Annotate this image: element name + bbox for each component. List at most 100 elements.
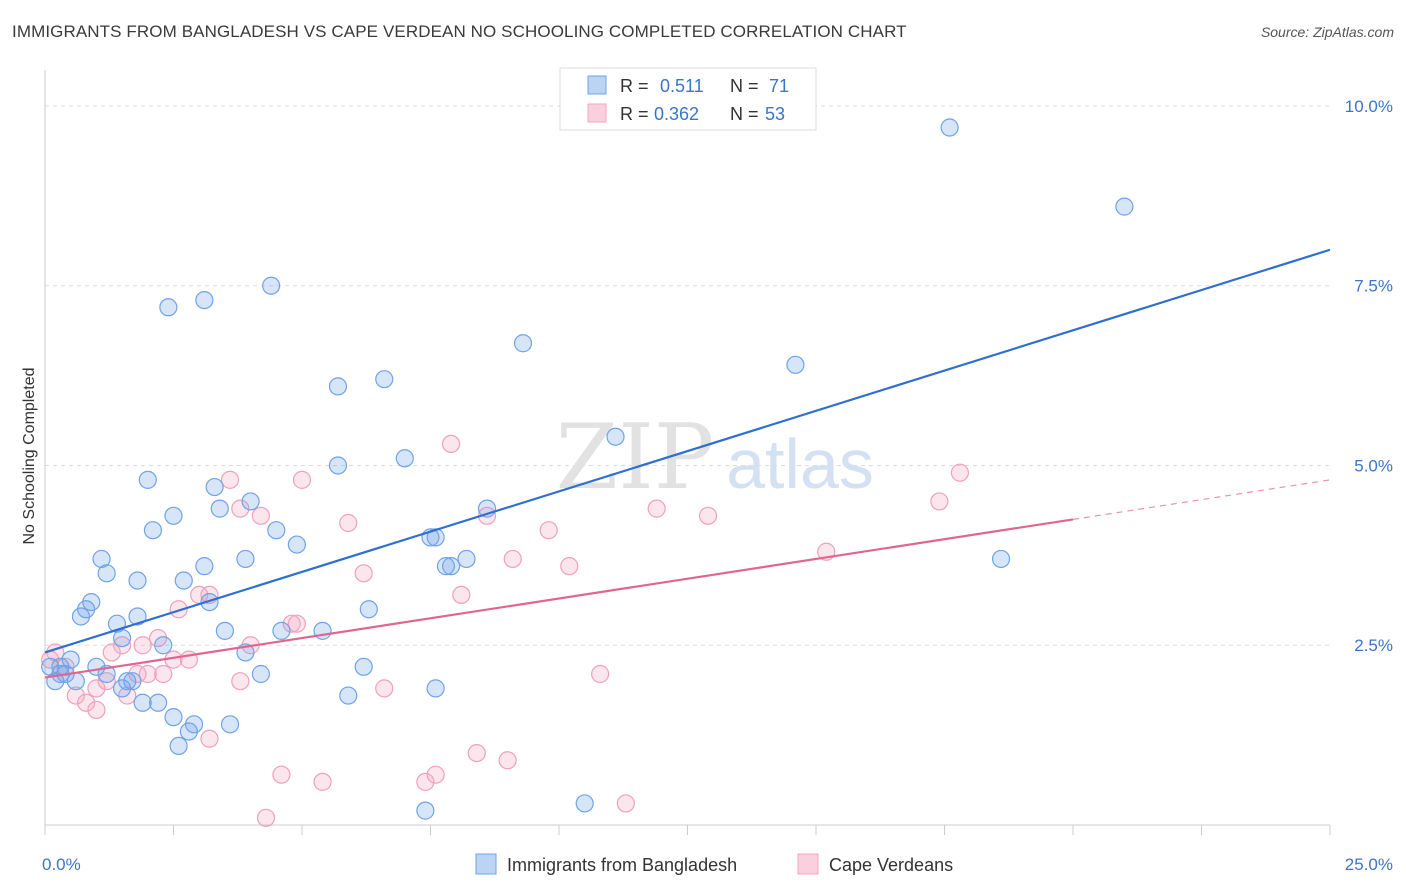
point-cape-verdean-46 xyxy=(647,499,666,518)
point-cape-verdean-42 xyxy=(539,521,558,540)
point-cape-verdean-41 xyxy=(503,549,522,569)
point-bangladesh-32 xyxy=(195,290,214,310)
point-cape-verdean-5 xyxy=(87,700,106,720)
legend-n-label-2: N = xyxy=(730,104,759,124)
legend-r-value-1: 0.511 xyxy=(660,76,704,96)
watermark-atlas: atlas xyxy=(726,425,874,503)
point-bangladesh-65 xyxy=(606,427,625,446)
watermark-zip: ZIP xyxy=(556,405,715,510)
point-bangladesh-8 xyxy=(82,592,101,612)
point-bangladesh-10 xyxy=(92,549,111,569)
point-bangladesh-20 xyxy=(133,693,152,712)
series-legend-swatch-pink xyxy=(797,853,819,875)
series-immigrants-from-bangladesh xyxy=(41,118,1134,820)
point-bangladesh-26 xyxy=(164,708,183,727)
point-bangladesh-60 xyxy=(441,557,461,576)
axes xyxy=(44,70,1331,835)
point-cape-verdean-22 xyxy=(231,672,250,691)
watermark: ZIP atlas xyxy=(556,405,874,510)
point-cape-verdean-30 xyxy=(313,772,332,791)
point-bangladesh-0 xyxy=(41,657,60,676)
point-bangladesh-17 xyxy=(123,672,142,691)
point-cape-verdean-25 xyxy=(256,808,276,827)
point-cape-verdean-40 xyxy=(498,751,517,770)
point-cape-verdean-11 xyxy=(138,664,157,684)
point-bangladesh-21 xyxy=(138,470,157,489)
point-cape-verdean-13 xyxy=(154,664,173,684)
source-label: Source: ZipAtlas.com xyxy=(1260,24,1394,40)
point-bangladesh-22 xyxy=(143,521,163,540)
series-legend-label-blue: Immigrants from Bangladesh xyxy=(507,855,737,875)
point-bangladesh-44 xyxy=(267,521,286,540)
point-cape-verdean-10 xyxy=(133,636,152,655)
point-cape-verdean-50 xyxy=(950,463,970,482)
point-cape-verdean-34 xyxy=(416,772,435,791)
chart-title: IMMIGRANTS FROM BANGLADESH VS CAPE VERDE… xyxy=(12,22,907,41)
point-bangladesh-66 xyxy=(786,355,805,374)
point-bangladesh-23 xyxy=(148,693,168,712)
point-cape-verdean-35 xyxy=(426,765,445,784)
correlation-legend: R = 0.511 N = 71 R = 0.362 N = 53 xyxy=(559,67,817,131)
legend-r-label-2: R = xyxy=(620,104,649,124)
point-cape-verdean-15 xyxy=(169,600,188,619)
point-bangladesh-27 xyxy=(164,506,183,525)
point-bangladesh-63 xyxy=(513,334,533,353)
point-cape-verdean-33 xyxy=(375,679,394,698)
point-bangladesh-5 xyxy=(66,672,85,691)
legend-n-label-1: N = xyxy=(730,76,759,96)
point-cape-verdean-7 xyxy=(112,636,132,655)
point-cape-verdean-21 xyxy=(231,499,250,518)
point-bangladesh-54 xyxy=(395,449,414,468)
point-cape-verdean-27 xyxy=(282,614,301,633)
point-bangladesh-33 xyxy=(195,557,214,576)
point-bangladesh-31 xyxy=(184,715,204,734)
point-cape-verdean-52 xyxy=(97,672,116,691)
point-cape-verdean-32 xyxy=(354,564,373,583)
y-tick-label-1: 5.0% xyxy=(1354,456,1393,475)
y-tick-labels: 2.5% 5.0% 7.5% 10.0% xyxy=(1345,97,1393,655)
y-axis-label: No Schooling Completed xyxy=(21,368,38,545)
point-bangladesh-69 xyxy=(1115,197,1134,216)
point-cape-verdean-4 xyxy=(87,679,106,698)
point-bangladesh-64 xyxy=(575,794,594,813)
point-bangladesh-49 xyxy=(328,456,348,475)
point-bangladesh-35 xyxy=(205,477,224,497)
point-bangladesh-36 xyxy=(210,499,229,518)
point-bangladesh-24 xyxy=(154,636,173,655)
point-bangladesh-58 xyxy=(426,679,445,698)
legend-n-value-1: 71 xyxy=(769,76,789,96)
point-bangladesh-48 xyxy=(328,377,348,396)
point-bangladesh-46 xyxy=(287,535,306,554)
trend-lines xyxy=(44,248,1331,679)
point-cape-verdean-47 xyxy=(698,506,718,525)
point-bangladesh-61 xyxy=(457,549,476,569)
x-tick-label-0: 0.0% xyxy=(42,855,81,874)
y-tick-label-3: 10.0% xyxy=(1345,97,1393,116)
series-legend-swatch-blue xyxy=(475,853,497,875)
point-cape-verdean-20 xyxy=(220,470,240,489)
point-bangladesh-41 xyxy=(241,492,260,511)
point-cape-verdean-29 xyxy=(292,470,312,489)
point-cape-verdean-28 xyxy=(287,614,306,633)
legend-swatch-blue xyxy=(587,75,607,95)
point-bangladesh-16 xyxy=(118,672,137,691)
legend-n-value-2: 53 xyxy=(765,104,785,124)
point-cape-verdean-37 xyxy=(452,585,471,605)
point-bangladesh-14 xyxy=(112,628,132,648)
point-cape-verdean-38 xyxy=(467,743,486,763)
point-cape-verdean-2 xyxy=(66,686,85,705)
point-cape-verdean-44 xyxy=(591,664,610,684)
point-bangladesh-50 xyxy=(339,686,358,705)
point-bangladesh-68 xyxy=(991,549,1011,569)
point-cape-verdean-24 xyxy=(251,506,270,525)
point-cape-verdean-36 xyxy=(441,434,461,454)
x-tick-labels: 0.0% 25.0% xyxy=(42,855,1393,874)
point-bangladesh-59 xyxy=(436,557,456,576)
series-legend-label-pink: Cape Verdeans xyxy=(829,855,953,875)
point-bangladesh-52 xyxy=(359,600,378,619)
trend-line-extension-1 xyxy=(1072,479,1331,520)
point-bangladesh-12 xyxy=(97,564,116,583)
legend-swatch-pink xyxy=(587,103,607,123)
point-bangladesh-43 xyxy=(262,276,281,295)
legend-r-value-2: 0.362 xyxy=(654,104,699,124)
